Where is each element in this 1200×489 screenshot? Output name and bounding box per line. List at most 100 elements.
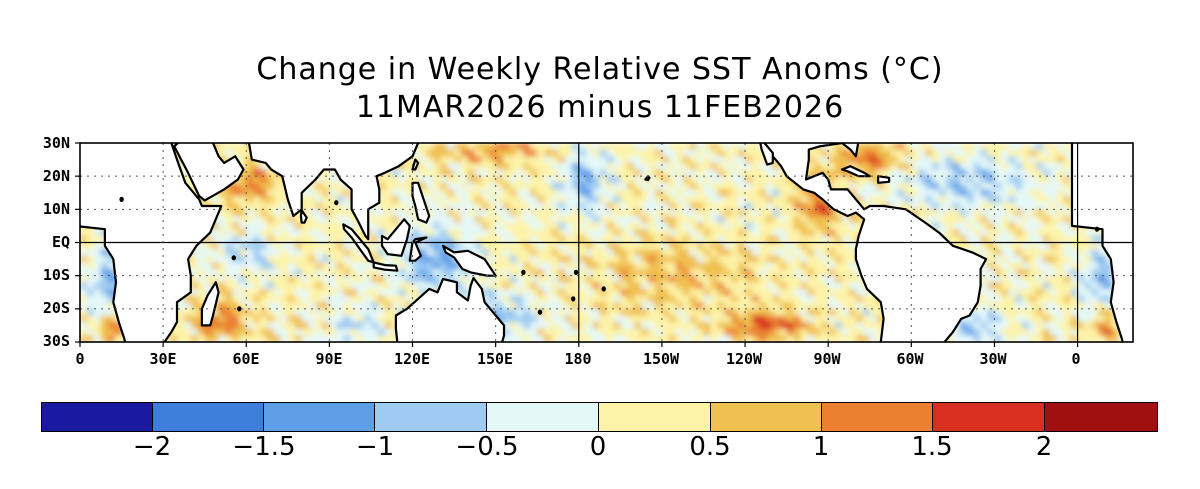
anomaly-cell bbox=[1056, 182, 1065, 191]
anomaly-cell bbox=[516, 308, 524, 317]
anomaly-cell bbox=[308, 242, 317, 250]
anomaly-cell bbox=[772, 215, 781, 224]
anomaly-cell bbox=[467, 202, 476, 210]
anomaly-cell bbox=[1008, 222, 1016, 230]
anomaly-cell bbox=[592, 182, 601, 191]
lon-label: 180 bbox=[564, 350, 592, 368]
anomaly-cell bbox=[551, 209, 559, 217]
anomaly-cell bbox=[523, 196, 531, 204]
anomaly-cell bbox=[357, 308, 365, 317]
anomaly-cell bbox=[862, 328, 871, 336]
anomaly-cell bbox=[467, 169, 476, 177]
anomaly-cell bbox=[364, 322, 372, 330]
anomaly-cell bbox=[301, 189, 310, 197]
anomaly-cell bbox=[654, 335, 663, 342]
anomaly-cell bbox=[454, 162, 462, 171]
anomaly-cell bbox=[225, 149, 234, 157]
anomaly-cell bbox=[765, 262, 774, 270]
anomaly-cell bbox=[994, 235, 1002, 244]
anomaly-cell bbox=[537, 315, 545, 323]
anomaly-cell bbox=[821, 335, 829, 342]
anomaly-cell bbox=[786, 215, 795, 224]
anomaly-cell bbox=[835, 235, 843, 244]
anomaly-cell bbox=[571, 295, 580, 303]
anomaly-cell bbox=[315, 196, 324, 204]
anomaly-cell bbox=[1098, 302, 1106, 310]
anomaly-cell bbox=[239, 202, 247, 210]
anomaly-cell bbox=[80, 255, 88, 263]
anomaly-cell bbox=[696, 269, 705, 277]
anomaly-cell bbox=[973, 202, 982, 210]
anomaly-cell bbox=[377, 275, 386, 283]
anomaly-cell bbox=[717, 255, 725, 263]
anomaly-cell bbox=[751, 149, 760, 157]
anomaly-cell bbox=[738, 229, 746, 237]
anomaly-cell bbox=[717, 143, 725, 151]
anomaly-cell bbox=[294, 275, 303, 283]
anomaly-cell bbox=[585, 255, 594, 263]
anomaly-cell bbox=[599, 249, 608, 257]
anomaly-cell bbox=[301, 269, 310, 277]
anomaly-cell bbox=[1091, 242, 1099, 250]
anomaly-cell bbox=[634, 143, 642, 151]
anomaly-cell bbox=[1084, 295, 1093, 303]
anomaly-cell bbox=[100, 288, 109, 297]
anomaly-cell bbox=[558, 302, 566, 310]
anomaly-cell bbox=[661, 209, 670, 217]
anomaly-cell bbox=[641, 308, 649, 317]
anomaly-cell bbox=[1049, 143, 1058, 151]
anomaly-cell bbox=[862, 156, 871, 164]
anomaly-cell bbox=[523, 156, 531, 164]
anomaly-cell bbox=[412, 275, 421, 283]
anomaly-cell bbox=[433, 143, 441, 151]
anomaly-cell bbox=[724, 282, 732, 290]
anomaly-cell bbox=[461, 282, 469, 290]
anomaly-cell bbox=[530, 302, 538, 310]
anomaly-cell bbox=[190, 269, 199, 277]
anomaly-cell bbox=[343, 209, 351, 217]
anomaly-cell bbox=[724, 182, 732, 191]
anomaly-cell bbox=[745, 182, 753, 191]
anomaly-cell bbox=[641, 209, 649, 217]
anomaly-cell bbox=[939, 169, 947, 177]
colorbar-box bbox=[821, 402, 934, 432]
anomaly-cell bbox=[973, 315, 982, 323]
anomaly-cell bbox=[100, 269, 109, 277]
anomaly-cell bbox=[551, 169, 559, 177]
anomaly-cell bbox=[280, 229, 289, 237]
anomaly-cell bbox=[807, 196, 815, 204]
anomaly-cell bbox=[461, 229, 469, 237]
anomaly-cell bbox=[987, 249, 996, 257]
anomaly-cell bbox=[273, 209, 282, 217]
anomaly-cell bbox=[530, 255, 538, 263]
anomaly-cell bbox=[239, 235, 247, 244]
anomaly-cell bbox=[211, 308, 220, 317]
anomaly-cell bbox=[495, 229, 504, 237]
anomaly-cell bbox=[571, 222, 580, 230]
anomaly-cell bbox=[322, 169, 330, 177]
anomaly-cell bbox=[350, 215, 358, 224]
anomaly-cell bbox=[280, 209, 289, 217]
anomaly-cell bbox=[551, 215, 559, 224]
anomaly-cell bbox=[100, 249, 109, 257]
anomaly-cell bbox=[578, 143, 587, 151]
anomaly-cell bbox=[523, 209, 531, 217]
anomaly-cell bbox=[329, 176, 337, 184]
anomaly-cell bbox=[724, 189, 732, 197]
anomaly-cell bbox=[1042, 302, 1051, 310]
anomaly-cell bbox=[239, 209, 247, 217]
anomaly-cell bbox=[571, 162, 580, 171]
anomaly-cell bbox=[377, 176, 386, 184]
anomaly-cell bbox=[273, 288, 282, 297]
anomaly-cell bbox=[613, 182, 621, 191]
anomaly-cell bbox=[329, 182, 337, 191]
anomaly-cell bbox=[370, 322, 379, 330]
anomaly-cell bbox=[370, 255, 379, 263]
anomaly-cell bbox=[758, 196, 767, 204]
anomaly-cell bbox=[807, 335, 815, 342]
anomaly-cell bbox=[523, 235, 531, 244]
anomaly-cell bbox=[523, 143, 531, 151]
anomaly-cell bbox=[578, 295, 587, 303]
anomaly-cell bbox=[544, 328, 552, 336]
anomaly-cell bbox=[668, 295, 677, 303]
